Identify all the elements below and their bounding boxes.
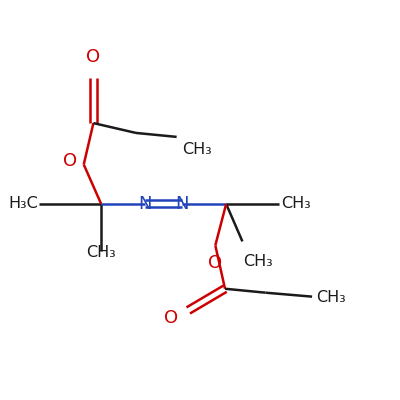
Text: CH₃: CH₃ bbox=[243, 254, 273, 270]
Text: O: O bbox=[63, 152, 77, 170]
Text: CH₃: CH₃ bbox=[316, 290, 346, 305]
Text: N: N bbox=[138, 195, 152, 213]
Text: CH₃: CH₃ bbox=[281, 196, 311, 212]
Text: CH₃: CH₃ bbox=[86, 245, 116, 260]
Text: CH₃: CH₃ bbox=[182, 142, 212, 157]
Text: H₃C: H₃C bbox=[8, 196, 38, 212]
Text: O: O bbox=[164, 309, 178, 327]
Text: O: O bbox=[208, 254, 222, 272]
Text: O: O bbox=[86, 48, 100, 66]
Text: N: N bbox=[176, 195, 189, 213]
